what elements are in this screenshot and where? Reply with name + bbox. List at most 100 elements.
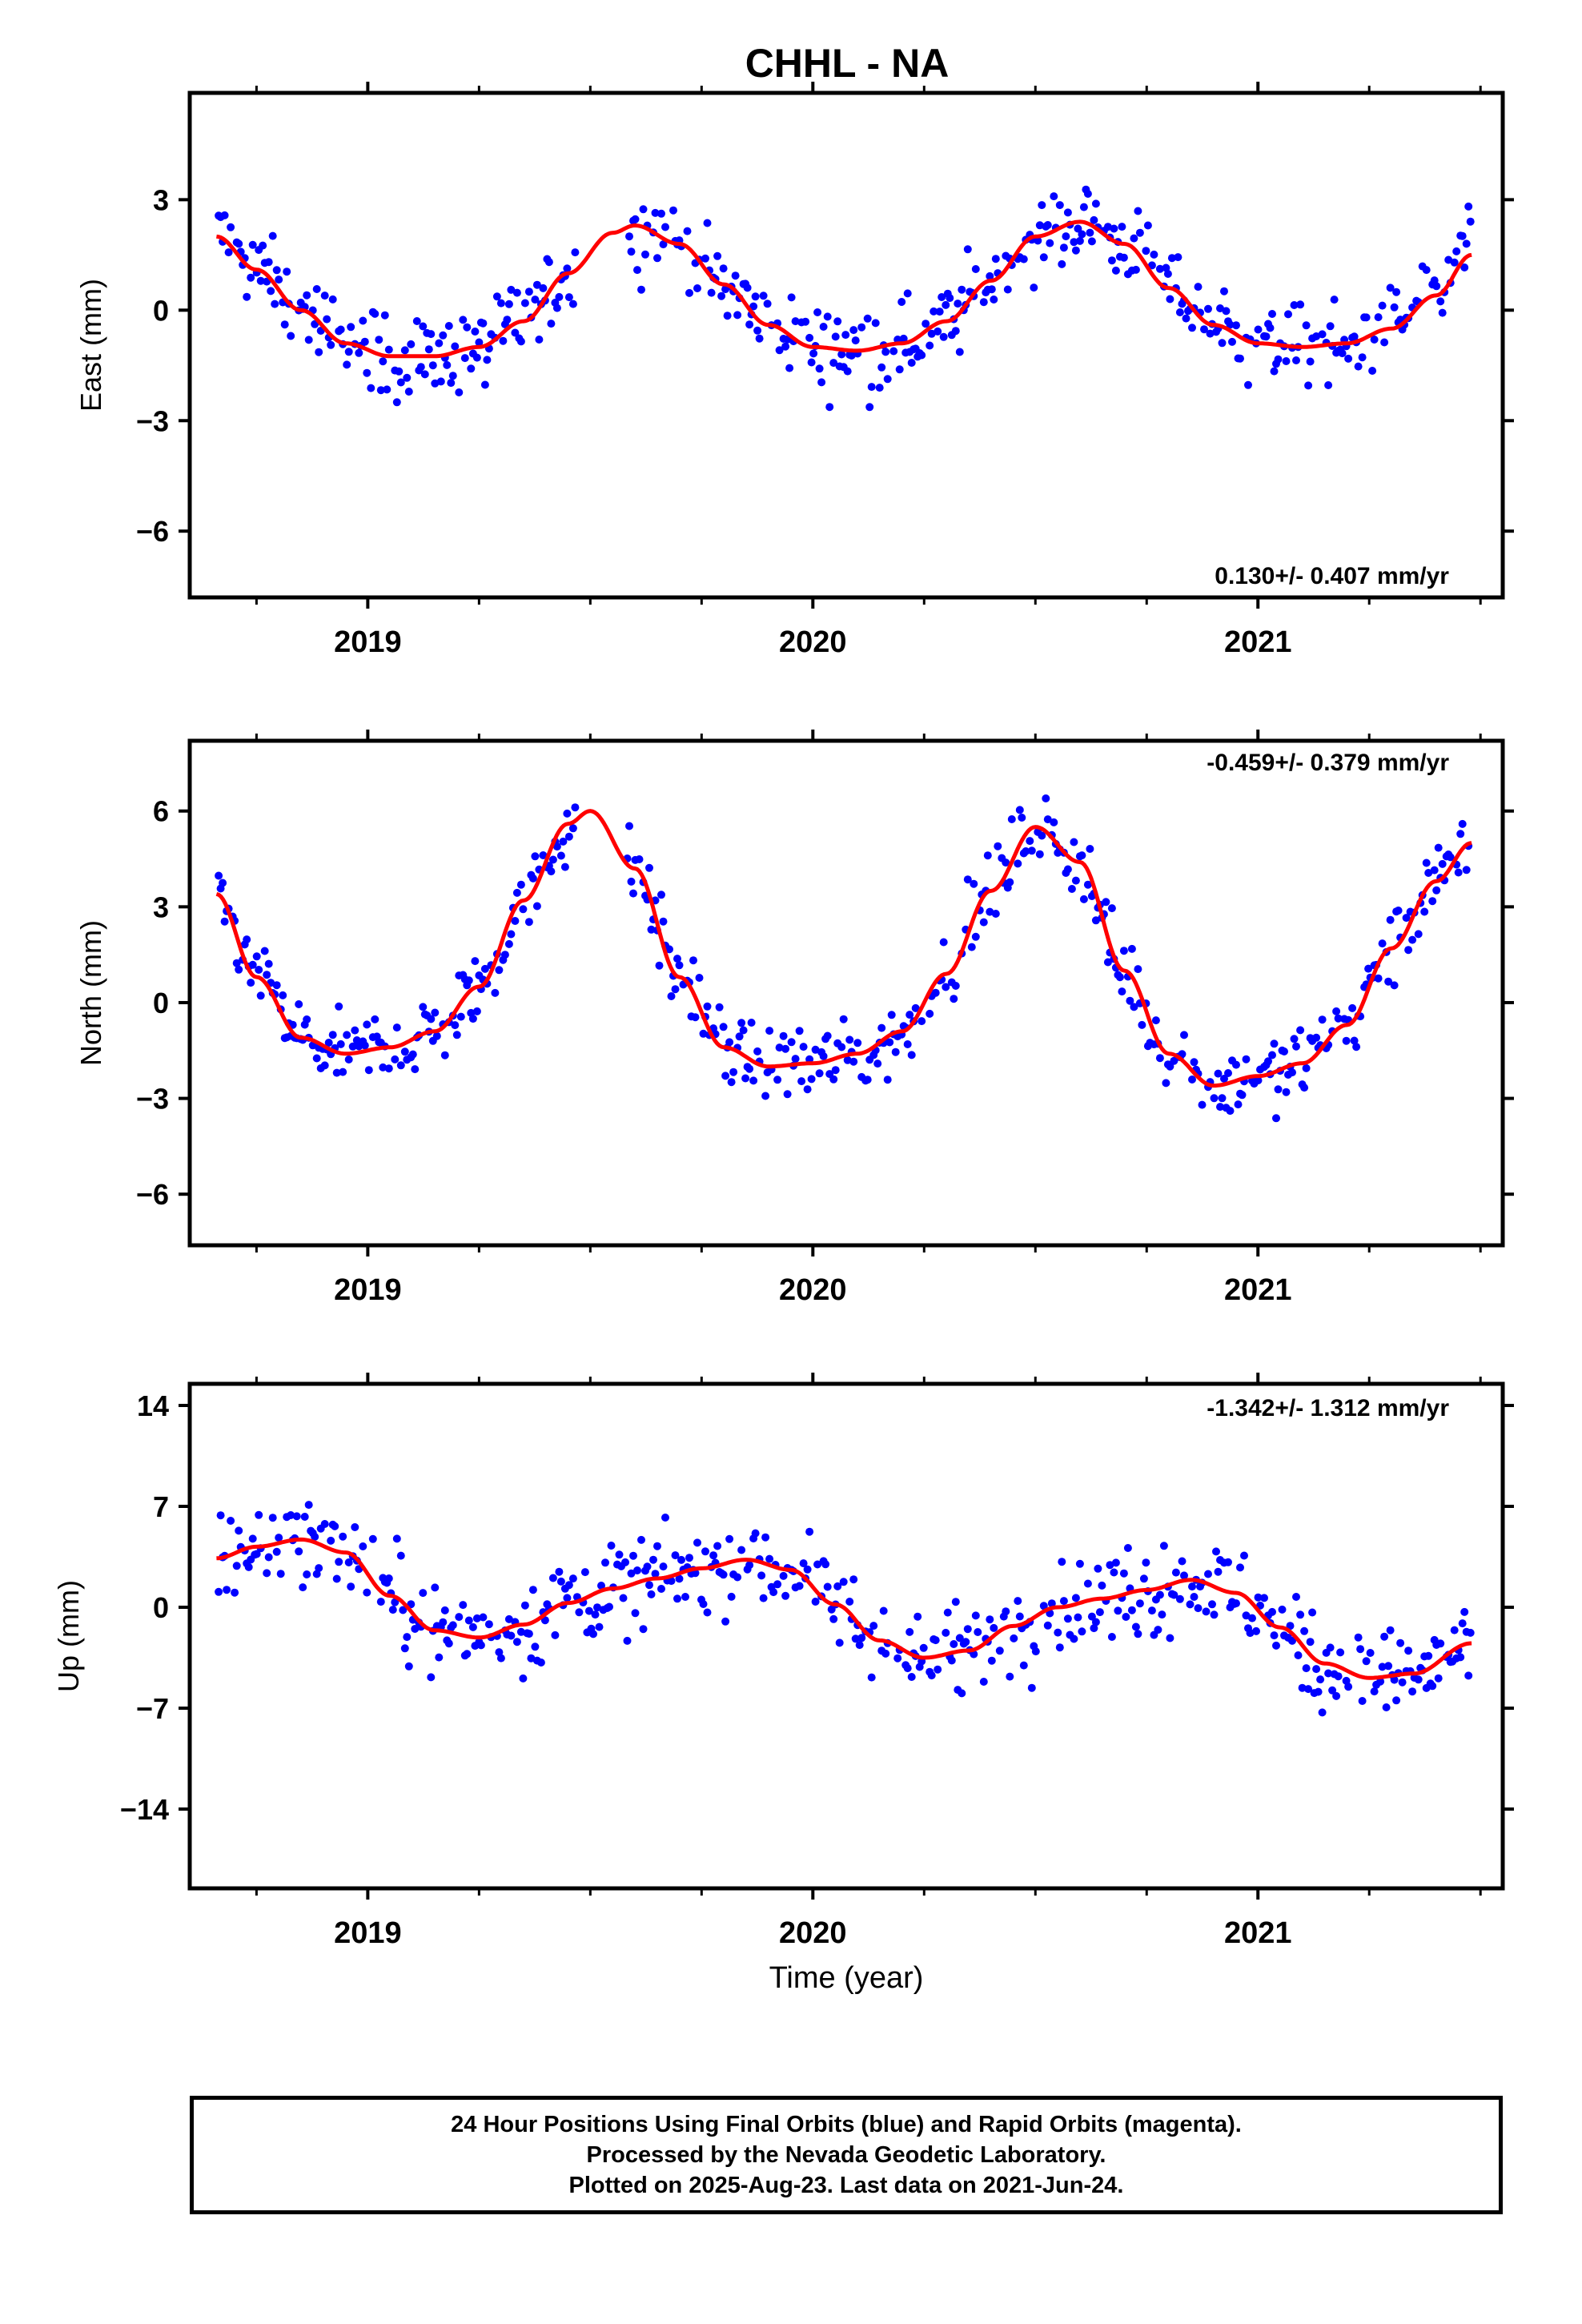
data-point bbox=[295, 1000, 303, 1008]
data-point bbox=[653, 254, 661, 263]
data-point bbox=[1224, 1069, 1232, 1077]
data-points-north bbox=[215, 794, 1473, 1123]
data-point bbox=[1090, 1624, 1098, 1633]
data-point bbox=[1382, 1703, 1391, 1711]
data-point bbox=[759, 1594, 768, 1602]
data-point bbox=[907, 1673, 916, 1681]
data-point bbox=[1014, 859, 1022, 868]
data-point bbox=[1362, 1657, 1371, 1666]
data-point bbox=[539, 283, 548, 292]
data-point bbox=[971, 932, 980, 941]
data-point bbox=[597, 1582, 605, 1590]
data-point bbox=[1058, 1558, 1066, 1566]
data-point bbox=[1370, 336, 1379, 344]
x-axis-label: Time (year) bbox=[769, 1961, 924, 1995]
data-point bbox=[1166, 1634, 1174, 1642]
data-point bbox=[1288, 1636, 1296, 1645]
data-point bbox=[823, 1582, 832, 1591]
data-point bbox=[1466, 1628, 1475, 1637]
data-point bbox=[463, 1650, 472, 1659]
data-point bbox=[556, 1577, 565, 1586]
data-point bbox=[931, 1636, 940, 1645]
data-point bbox=[359, 1542, 367, 1550]
data-point bbox=[1190, 1058, 1199, 1067]
data-point bbox=[1091, 1618, 1100, 1626]
panel-east: −6 −3 0 3 2019 2020 2021 East (mm) 0.130+/- 0.… bbox=[74, 82, 1514, 659]
data-point bbox=[320, 292, 329, 300]
data-point bbox=[371, 309, 379, 318]
data-point bbox=[1290, 301, 1299, 309]
data-point bbox=[1220, 1075, 1228, 1083]
panel-up: −14 −7 0 7 14 2019 2020 2021 Up (mm) -1.342+/- … bbox=[52, 1373, 1514, 1995]
data-point bbox=[745, 320, 754, 329]
data-point bbox=[1244, 380, 1252, 389]
data-point bbox=[1204, 1570, 1212, 1578]
data-point bbox=[761, 1092, 770, 1100]
data-point bbox=[1286, 1622, 1295, 1630]
data-point bbox=[1143, 221, 1152, 230]
data-point bbox=[589, 1630, 597, 1638]
x-tick-label: 2020 bbox=[779, 1273, 847, 1307]
data-point bbox=[220, 211, 229, 219]
data-point bbox=[256, 991, 265, 1000]
data-point bbox=[781, 1591, 790, 1600]
data-point bbox=[400, 1047, 409, 1056]
data-point bbox=[531, 852, 540, 861]
data-point bbox=[1384, 1662, 1393, 1671]
data-point bbox=[963, 245, 972, 254]
data-point bbox=[435, 1653, 444, 1662]
data-point bbox=[649, 1555, 657, 1564]
data-point bbox=[645, 1581, 653, 1590]
data-point bbox=[1232, 1599, 1240, 1608]
data-point bbox=[411, 1625, 420, 1633]
data-point bbox=[1292, 1042, 1300, 1051]
data-point bbox=[951, 1598, 960, 1606]
data-point bbox=[232, 959, 241, 967]
data-point bbox=[568, 300, 577, 308]
data-point bbox=[1354, 362, 1363, 371]
data-point bbox=[1030, 283, 1038, 292]
data-point bbox=[243, 935, 251, 944]
data-point bbox=[544, 258, 553, 267]
data-point bbox=[863, 1076, 872, 1084]
y-tick-label: 14 bbox=[137, 1389, 169, 1422]
data-point bbox=[1175, 1594, 1184, 1603]
data-point bbox=[1103, 223, 1112, 231]
data-point bbox=[1174, 253, 1182, 262]
data-point bbox=[327, 1536, 335, 1545]
data-point bbox=[897, 298, 906, 306]
data-point bbox=[1396, 1638, 1405, 1647]
data-point bbox=[1159, 1542, 1168, 1550]
data-point bbox=[403, 1633, 412, 1642]
data-point bbox=[787, 1038, 796, 1047]
data-point bbox=[903, 289, 912, 298]
data-point bbox=[1075, 236, 1084, 245]
data-point bbox=[468, 1015, 477, 1023]
data-point bbox=[781, 342, 790, 351]
data-point bbox=[765, 1554, 774, 1563]
data-point bbox=[1438, 308, 1447, 317]
y-tick-label: 3 bbox=[153, 183, 169, 216]
data-point bbox=[232, 1562, 241, 1570]
data-point bbox=[1188, 1582, 1196, 1591]
data-point bbox=[1254, 325, 1263, 334]
data-point bbox=[1374, 313, 1383, 322]
data-point bbox=[263, 971, 271, 979]
data-point bbox=[419, 1589, 428, 1598]
data-point bbox=[464, 976, 473, 985]
data-point bbox=[647, 925, 656, 934]
data-point bbox=[1460, 263, 1469, 271]
data-point bbox=[631, 1609, 640, 1618]
data-point bbox=[315, 348, 323, 356]
data-point bbox=[1304, 381, 1313, 390]
data-point bbox=[416, 363, 425, 372]
data-point bbox=[990, 1623, 998, 1632]
data-point bbox=[1194, 1604, 1203, 1613]
data-point bbox=[512, 288, 521, 297]
data-point bbox=[938, 293, 946, 301]
data-point bbox=[783, 1090, 792, 1099]
data-point bbox=[1306, 357, 1315, 366]
data-point bbox=[312, 1054, 321, 1063]
data-point bbox=[396, 1551, 405, 1560]
data-point bbox=[869, 1622, 878, 1630]
